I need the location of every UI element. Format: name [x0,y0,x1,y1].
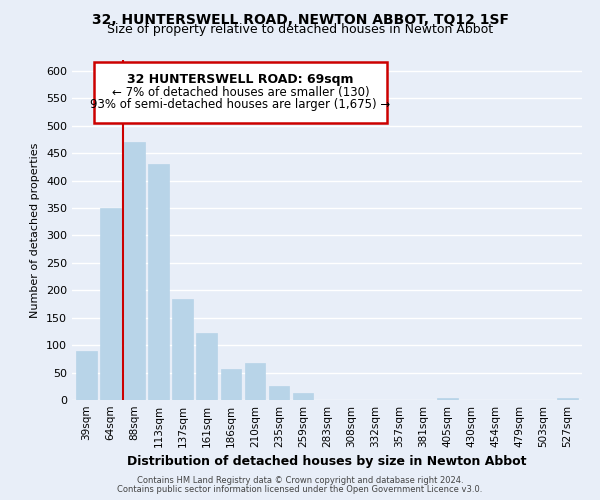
Bar [245,362,265,400]
Text: 32, HUNTERSWELL ROAD, NEWTON ABBOT, TQ12 1SF: 32, HUNTERSWELL ROAD, NEWTON ABBOT, TQ12… [91,12,509,26]
Bar [172,298,193,400]
Bar [100,208,121,400]
Bar [76,350,97,400]
FancyBboxPatch shape [94,62,387,123]
Text: ← 7% of detached houses are smaller (130): ← 7% of detached houses are smaller (130… [112,86,369,99]
Bar [293,393,313,400]
X-axis label: Distribution of detached houses by size in Newton Abbot: Distribution of detached houses by size … [127,456,527,468]
Text: Contains public sector information licensed under the Open Government Licence v3: Contains public sector information licen… [118,485,482,494]
Text: 93% of semi-detached houses are larger (1,675) →: 93% of semi-detached houses are larger (… [90,98,391,112]
Bar [557,398,578,400]
Text: Size of property relative to detached houses in Newton Abbot: Size of property relative to detached ho… [107,22,493,36]
Text: 32 HUNTERSWELL ROAD: 69sqm: 32 HUNTERSWELL ROAD: 69sqm [127,73,353,86]
Bar [221,368,241,400]
Bar [148,164,169,400]
Bar [196,332,217,400]
Text: Contains HM Land Registry data © Crown copyright and database right 2024.: Contains HM Land Registry data © Crown c… [137,476,463,485]
Bar [437,398,458,400]
Y-axis label: Number of detached properties: Number of detached properties [31,142,40,318]
Bar [269,386,289,400]
Bar [124,142,145,400]
